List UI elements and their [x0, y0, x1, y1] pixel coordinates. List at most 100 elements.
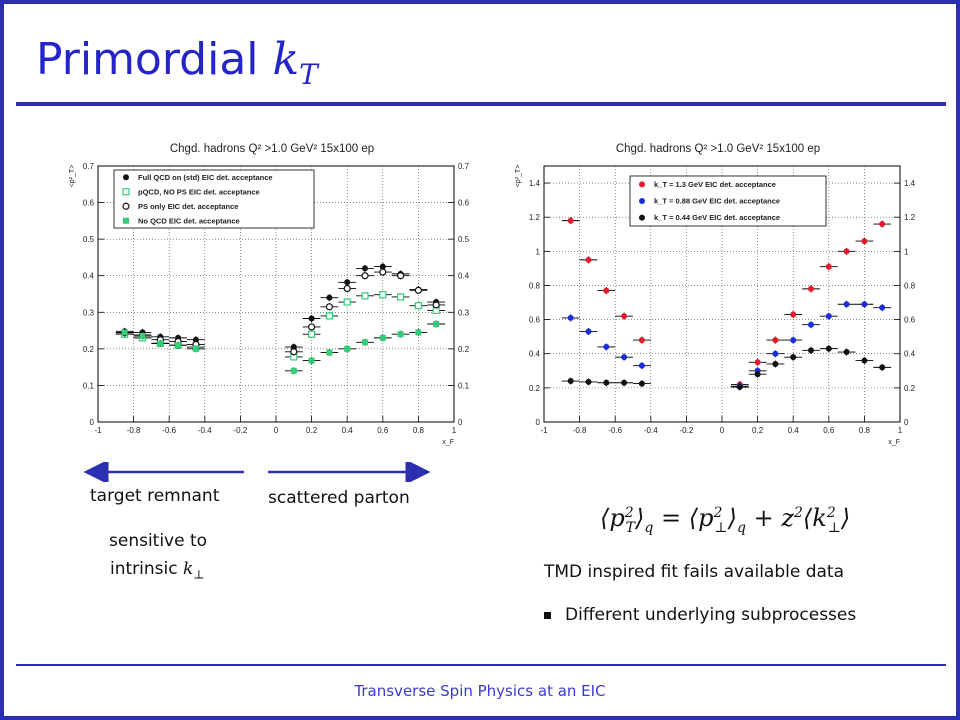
y-tick-label: 1.2 [529, 213, 541, 222]
data-point [397, 331, 404, 338]
data-point [414, 286, 422, 294]
y-tick-label: 0 [90, 418, 95, 427]
data-point [343, 298, 351, 306]
y-tick-label: 0.6 [529, 316, 541, 325]
legend-box [629, 175, 827, 227]
data-point [308, 330, 316, 338]
sensitive-line2: intrinsic k⊥ [110, 559, 205, 581]
x-tick-label: 0.4 [788, 426, 800, 435]
data-point [825, 263, 832, 270]
formula-p-perp-sub: ⊥ [714, 519, 728, 536]
y-tick-label-right: 0.2 [904, 384, 916, 393]
y-tick-label: 0.4 [529, 350, 541, 359]
data-point [432, 301, 440, 309]
formula-z-sup: 2 [793, 505, 803, 521]
legend-marker [123, 217, 129, 224]
y-tick-label-right: 0.4 [458, 272, 470, 281]
title-rule [16, 102, 946, 106]
data-point [638, 380, 645, 387]
data-point [121, 329, 128, 336]
data-point [192, 345, 199, 352]
bullet-square-icon [544, 611, 551, 619]
data-point [621, 379, 628, 386]
data-point [415, 329, 422, 336]
data-point [585, 378, 592, 385]
y-tick-label-right: 0.5 [458, 235, 470, 244]
legend-marker [639, 198, 645, 204]
formula: ⟨p2T⟩q = ⟨p2⊥⟩q + z2⟨k2⊥⟩ [600, 504, 851, 536]
data-point [825, 313, 832, 320]
sensitive-word: intrinsic [110, 559, 178, 579]
y-tick-label: 0.2 [83, 345, 95, 354]
x-tick-label: 1 [898, 426, 903, 435]
y-tick-label-right: 0.6 [458, 199, 470, 208]
data-point [567, 217, 574, 224]
data-point [290, 367, 297, 374]
y-axis-label: <p²_T> [515, 165, 522, 188]
fit-text: TMD inspired fit fails available data [544, 562, 844, 582]
x-axis-label: x_F [442, 439, 454, 446]
x-tick-label: -0.6 [162, 426, 176, 435]
data-point [754, 371, 761, 378]
right-chart-svg: Chgd. hadrons Q² >1.0 GeV² 15x100 ep -1 -0… [515, 143, 916, 446]
x-axis-label: x_F [888, 439, 900, 446]
x-tick-label: 0.6 [823, 426, 835, 435]
title-math-sub: T [299, 57, 318, 91]
data-point [325, 303, 333, 311]
series-1 [561, 300, 892, 390]
data-point [879, 221, 886, 228]
y-tick-label-right: 0 [458, 418, 463, 427]
y-tick-label-right: 0.1 [458, 381, 470, 390]
data-point [603, 287, 610, 294]
y-tick-label: 0.4 [83, 272, 95, 281]
series-0 [561, 217, 892, 388]
data-point [585, 256, 592, 263]
legend-marker [122, 188, 130, 196]
data-point [379, 268, 387, 276]
data-point [343, 284, 351, 293]
data-point [361, 292, 369, 300]
left-chart-svg: Chgd. hadrons Q² >1.0 GeV² 15x100 ep -1 -0… [69, 143, 470, 446]
data-point [414, 302, 422, 310]
data-point [790, 337, 797, 344]
chart-title: Chgd. hadrons Q² >1.0 GeV² 15x100 ep [616, 143, 820, 155]
sensitive-line1: sensitive to [109, 531, 208, 551]
data-point [861, 238, 868, 245]
right-chart: Chgd. hadrons Q² >1.0 GeV² 15x100 ep -1 -0… [508, 128, 928, 452]
data-point [567, 378, 574, 385]
formula-z: z [781, 504, 794, 532]
formula-p-perp-sup: 2 [713, 505, 723, 521]
series-0 [115, 263, 446, 351]
x-tick-label: 0 [720, 426, 725, 435]
data-point [772, 360, 779, 367]
y-tick-label-right: 0.7 [458, 162, 470, 171]
target-remnant-label: target remnant [90, 486, 220, 506]
formula-p-perp: p [698, 504, 714, 532]
x-tick-label: 0 [274, 426, 279, 435]
sensitive-sub: ⊥ [193, 567, 205, 582]
y-tick-label-right: 0 [904, 418, 909, 427]
data-point [433, 320, 440, 327]
data-point [361, 272, 369, 280]
x-tick-label: -0.8 [127, 426, 141, 435]
x-tick-label: -0.6 [608, 426, 622, 435]
data-point [808, 347, 814, 354]
data-point [397, 293, 405, 301]
y-tick-label-right: 0.4 [904, 350, 916, 359]
data-point [621, 354, 628, 361]
x-tick-label: 0.6 [377, 426, 389, 435]
data-point [344, 279, 351, 286]
data-point [621, 313, 628, 320]
scattered-parton-label: scattered parton [268, 488, 410, 508]
legend-label: PS only EIC det. acceptance [138, 202, 238, 211]
data-point [325, 312, 333, 320]
data-point [861, 357, 868, 364]
y-tick-label: 1.4 [529, 179, 541, 188]
data-point [397, 272, 405, 280]
y-tick-label: 0.8 [529, 281, 541, 290]
data-point [808, 285, 814, 292]
formula-k-sup: 2 [826, 505, 836, 521]
data-point [790, 354, 797, 361]
legend-marker [122, 202, 130, 210]
